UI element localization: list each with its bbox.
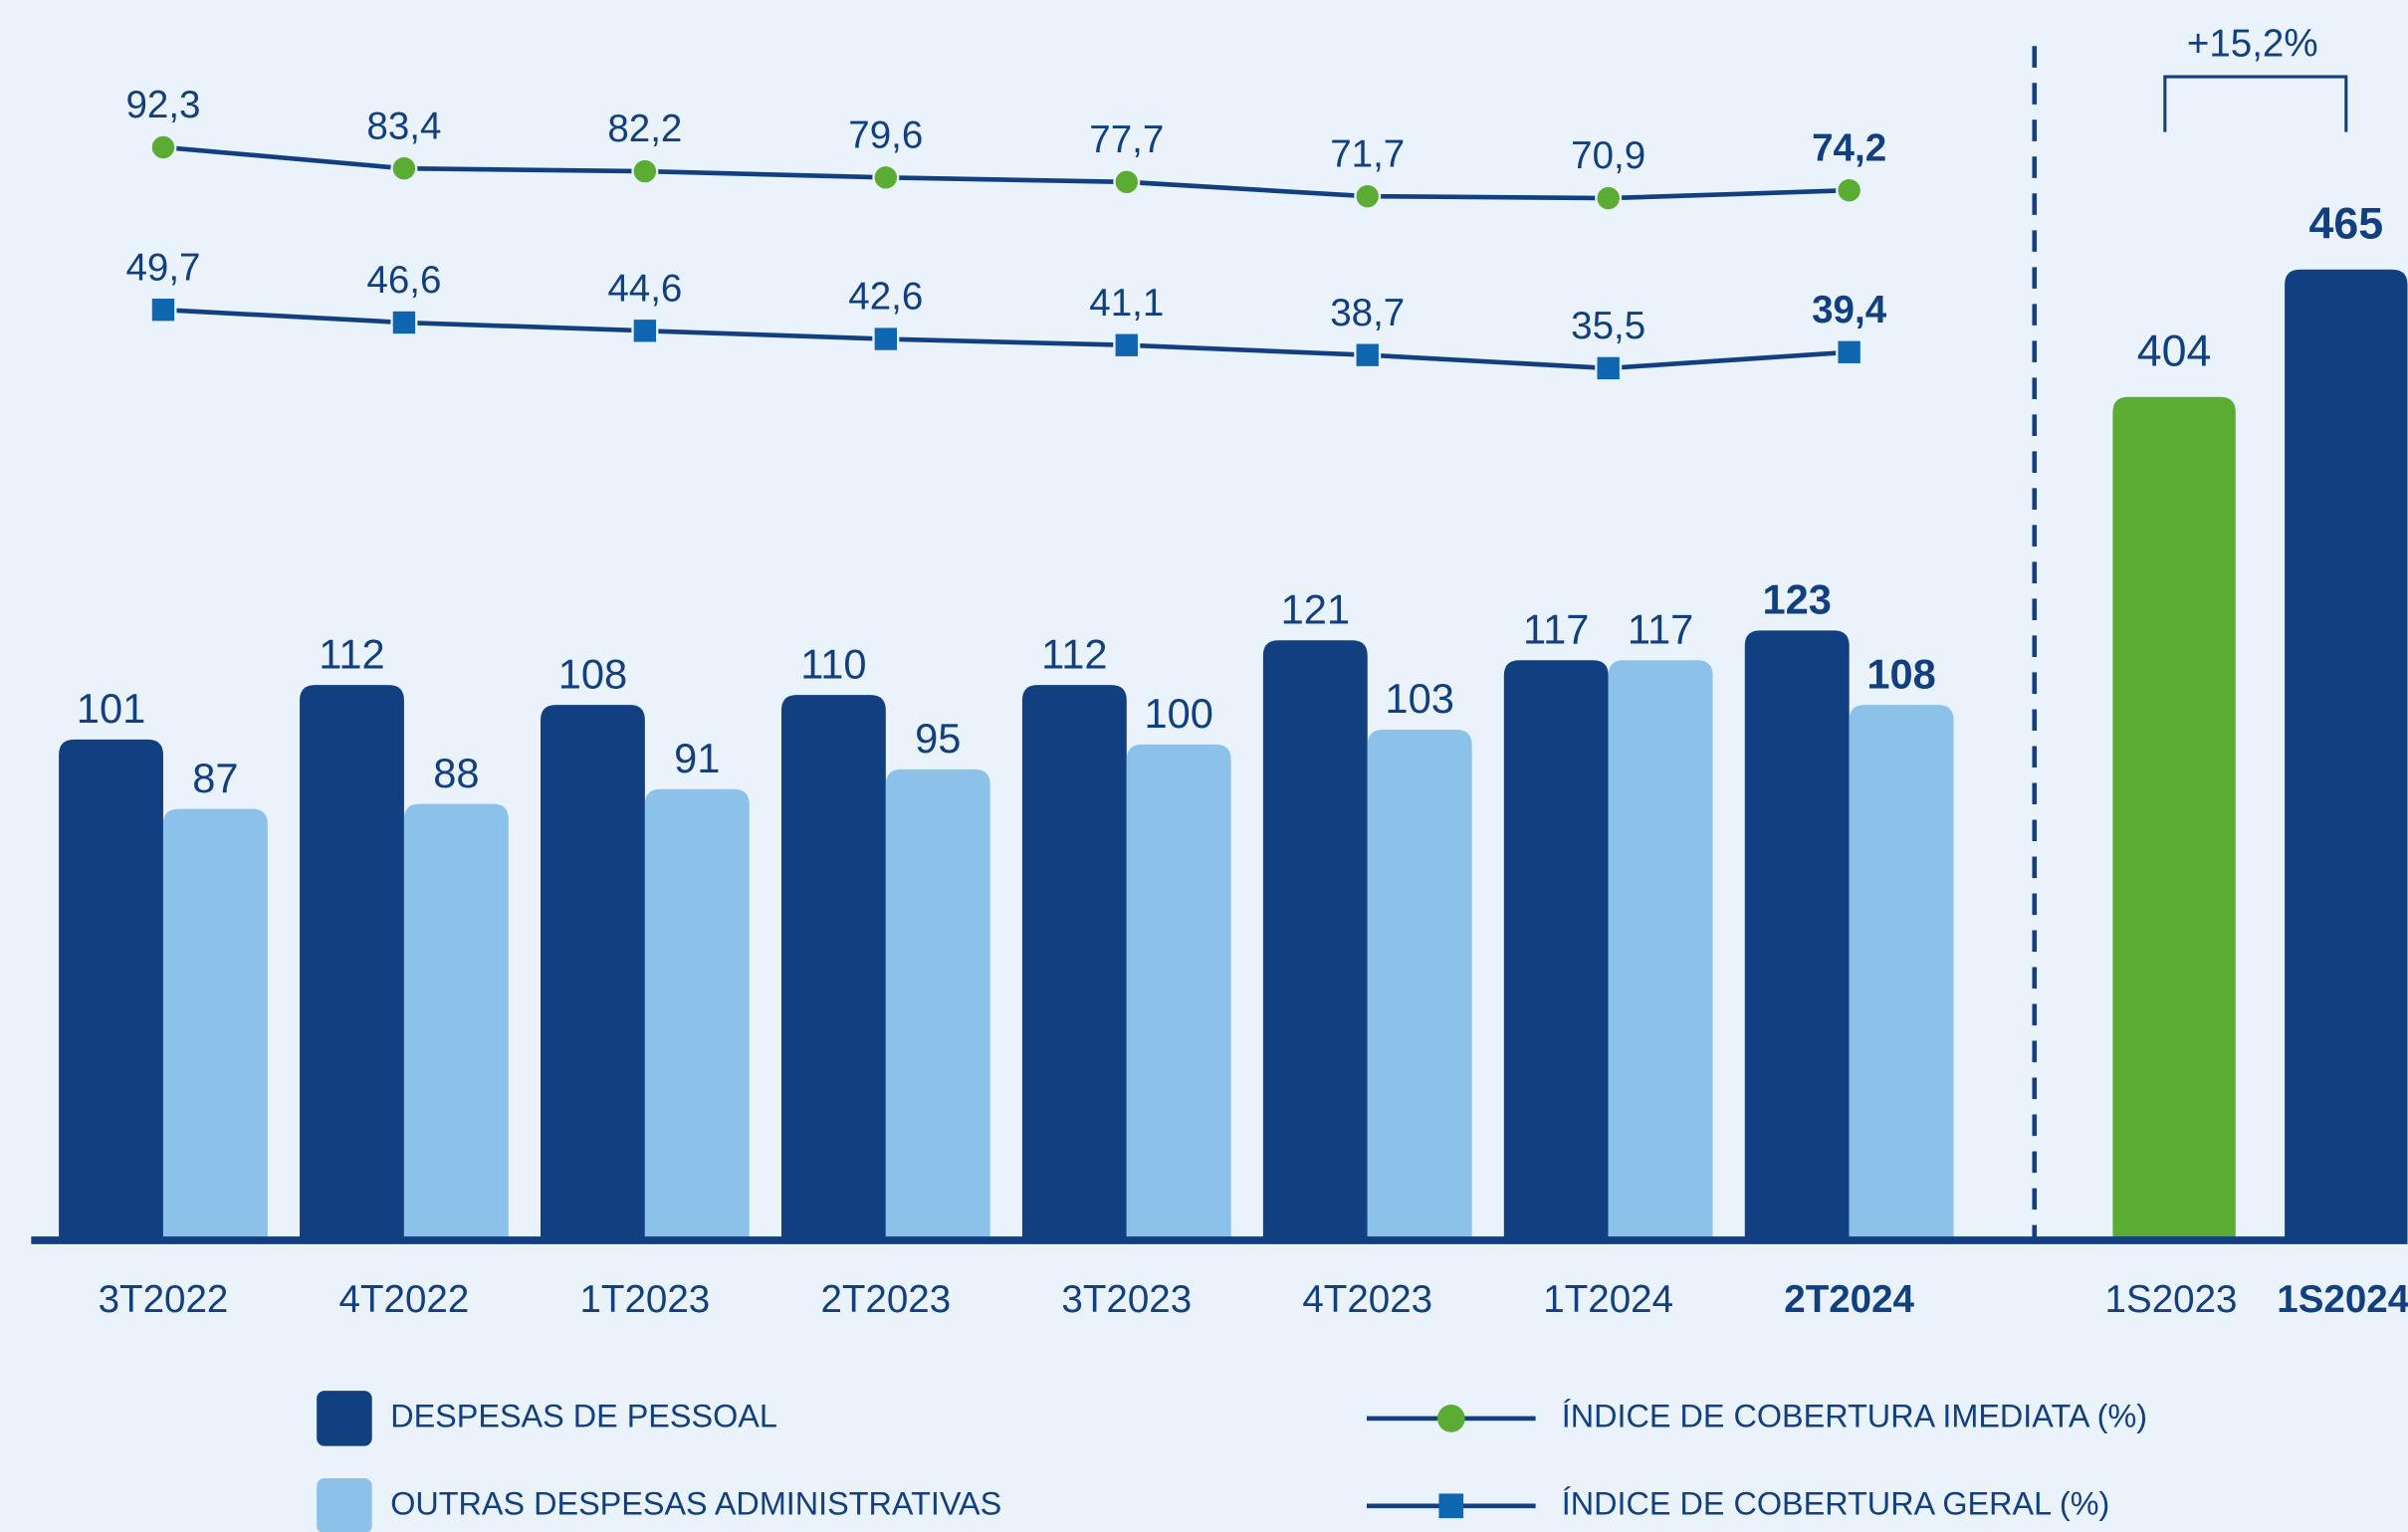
x-tick-label: 1S2024 <box>2277 1278 2408 1321</box>
marker <box>631 157 659 185</box>
value-label: 35,5 <box>1571 305 1645 347</box>
bar <box>1021 685 1127 1241</box>
value-label: 108 <box>1866 650 1935 697</box>
bar <box>780 695 886 1241</box>
bar <box>644 788 750 1241</box>
legend-swatch <box>317 1391 372 1446</box>
bar <box>1262 640 1368 1241</box>
value-label: 88 <box>433 750 479 796</box>
value-label: 39,4 <box>1812 289 1887 331</box>
value-label: 123 <box>1762 576 1831 623</box>
value-label: 77,7 <box>1089 118 1164 161</box>
marker <box>1836 176 1863 204</box>
value-label: 110 <box>800 640 866 687</box>
value-label: 41,1 <box>1089 282 1164 325</box>
x-tick-label: 1T2023 <box>579 1278 710 1321</box>
bar <box>885 768 990 1241</box>
value-label: 44,6 <box>607 267 682 310</box>
marker <box>631 317 659 344</box>
legend-label: ÍNDICE DE COBERTURA GERAL (%) <box>1562 1485 2109 1521</box>
marker <box>1595 354 1623 382</box>
x-tick-label: 2T2024 <box>1784 1278 1914 1321</box>
marker <box>1595 184 1623 212</box>
x-tick-label: 4T2023 <box>1302 1278 1432 1321</box>
value-label: 117 <box>1628 605 1693 652</box>
marker <box>390 154 418 182</box>
x-tick-label: 3T2023 <box>1061 1278 1192 1321</box>
marker <box>872 163 900 191</box>
x-tick-label: 3T2022 <box>99 1278 229 1321</box>
value-label: 87 <box>192 755 238 801</box>
marker <box>149 133 177 161</box>
value-label: 404 <box>2137 327 2212 375</box>
value-label: 79,6 <box>848 113 923 156</box>
legend-label: DESPESAS DE PESSOAL <box>390 1398 777 1433</box>
marker <box>390 309 418 336</box>
value-label: 101 <box>77 685 145 732</box>
x-tick-label: 4T2022 <box>339 1278 470 1321</box>
value-label: 46,6 <box>366 259 441 302</box>
value-label: 95 <box>915 715 961 762</box>
value-label: 82,2 <box>607 108 682 150</box>
value-label: 112 <box>1041 630 1107 677</box>
bracket <box>2163 75 2348 132</box>
marker <box>1113 331 1141 359</box>
legend-marker <box>1438 1493 1464 1519</box>
legend-swatch <box>317 1478 372 1532</box>
line <box>162 144 1850 201</box>
annotation: +15,2% <box>2187 22 2318 65</box>
bar <box>1503 660 1609 1241</box>
value-label: 42,6 <box>848 276 923 319</box>
value-label: 83,4 <box>366 105 441 147</box>
value-label: 121 <box>1281 586 1350 633</box>
marker <box>1354 182 1382 210</box>
bar <box>1367 729 1472 1241</box>
x-tick-label: 1S2023 <box>2105 1278 2238 1321</box>
legend-label: OUTRAS DESPESAS ADMINISTRATIVAS <box>390 1485 1001 1521</box>
value-label: 108 <box>558 650 627 697</box>
marker <box>1354 341 1382 369</box>
bar <box>1608 660 1713 1241</box>
legend-label: ÍNDICE DE COBERTURA IMEDIATA (%) <box>1562 1398 2147 1433</box>
value-label: 38,7 <box>1330 292 1405 334</box>
bar <box>1849 705 1954 1241</box>
marker <box>1836 338 1863 366</box>
legend-marker <box>1436 1405 1465 1432</box>
value-label: 74,2 <box>1812 126 1886 169</box>
marker <box>149 296 177 324</box>
x-tick-label: 1T2024 <box>1543 1278 1673 1321</box>
bar <box>2285 269 2408 1241</box>
value-label: 112 <box>319 630 384 677</box>
marker <box>1113 168 1141 196</box>
bar <box>59 739 163 1241</box>
bar <box>1744 630 1850 1241</box>
value-label: 103 <box>1385 675 1453 722</box>
bar <box>1126 744 1231 1241</box>
x-tick-label: 2T2023 <box>820 1278 951 1321</box>
value-label: 117 <box>1523 605 1589 652</box>
line <box>162 307 1850 371</box>
value-label: 92,3 <box>125 84 200 126</box>
bar <box>162 808 268 1241</box>
bar <box>541 705 645 1241</box>
value-label: 465 <box>2308 199 2383 248</box>
value-label: 70,9 <box>1571 134 1645 177</box>
marker <box>872 326 900 353</box>
bar <box>2112 396 2236 1241</box>
value-label: 91 <box>674 735 720 781</box>
value-label: 71,7 <box>1330 132 1405 175</box>
value-label: 49,7 <box>125 246 200 289</box>
value-label: 100 <box>1144 690 1212 737</box>
bar <box>403 803 509 1241</box>
bar <box>300 685 404 1241</box>
